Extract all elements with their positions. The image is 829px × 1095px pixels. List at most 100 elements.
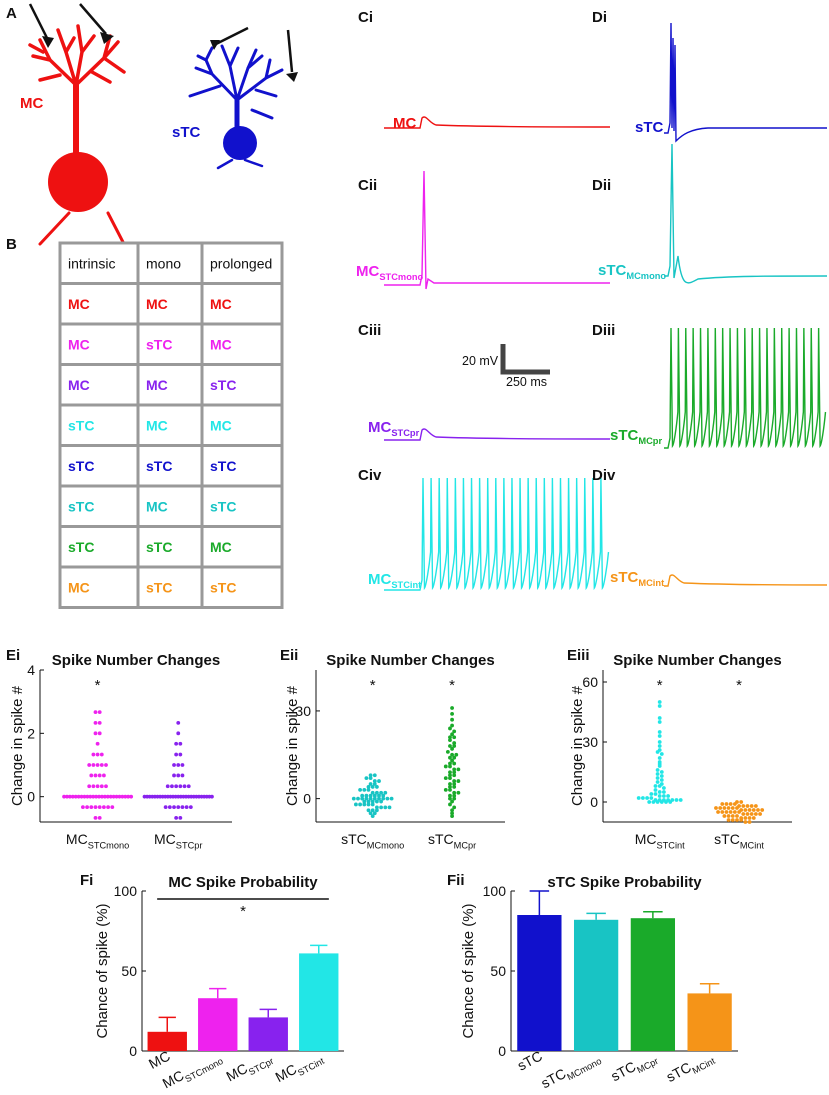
data-point-mc-stcint — [657, 764, 662, 768]
data-point-stc-mcmono — [362, 802, 367, 807]
data-point-mc-stcint — [657, 700, 662, 704]
data-point-mc-stcint — [653, 788, 658, 792]
data-point-stc-mcpr — [450, 811, 454, 816]
data-point-mc-stcint — [657, 740, 662, 744]
data-point-stc-mcmono — [368, 796, 373, 801]
stc-axon — [216, 158, 264, 170]
data-point-mc-stcmono — [99, 752, 104, 757]
data-point-stc-mcpr — [448, 770, 452, 775]
mc-synapse-left — [28, 3, 54, 48]
scale-bar-lines — [500, 344, 550, 375]
trace-panel-dii: Dii sTCMCmono — [592, 143, 828, 284]
panel-letter-ciii: Ciii — [358, 322, 381, 339]
panel-letter-cii: Cii — [358, 177, 377, 194]
table-cell: sTC — [146, 458, 172, 474]
data-point-mc-stcmono — [102, 805, 106, 810]
data-point-stc-mcmono — [360, 796, 365, 801]
chart-fii: Fii sTC Spike Probability 0 50 100 Chance of … — [447, 872, 738, 1091]
data-point-mc-stcmono — [93, 731, 98, 736]
data-point-stc-mcint — [726, 806, 731, 810]
table-cell: MC — [210, 336, 232, 352]
data-point-stc-mcmono — [377, 793, 381, 798]
data-point-mc-stcmono — [97, 773, 102, 778]
table-cell: MC — [210, 539, 232, 555]
data-point-stc-mcint — [741, 804, 746, 808]
x-tick-label-eii-0-main: sTC — [341, 831, 367, 847]
data-point-stc-mcint — [732, 810, 737, 814]
mc-label: MC — [20, 95, 43, 112]
data-point-stc-mcmono — [351, 796, 356, 801]
x-tick-label-eiii-1-main: sTC — [714, 831, 740, 847]
data-point-stc-mcint — [758, 812, 762, 816]
data-point-mc-stcmono — [100, 794, 104, 799]
stc-soma — [223, 126, 257, 160]
data-point-mc-stcpr — [210, 794, 214, 799]
data-point-stc-mcmono — [366, 802, 371, 807]
data-point-stc-mcmono — [383, 790, 388, 795]
data-point-mc-stcpr — [174, 752, 179, 757]
data-point-stc-mcpr — [452, 767, 457, 772]
data-point-mc-stcpr — [174, 784, 179, 789]
trace-label-ciii-main: MC — [368, 419, 391, 436]
data-point-stc-mcmono — [360, 793, 365, 798]
bar-fii-0 — [517, 915, 562, 1051]
data-point-mc-stcpr — [178, 784, 183, 789]
table-cell: MC — [68, 377, 90, 393]
table-cell: sTC — [210, 579, 236, 595]
data-point-mc-stcmono — [91, 784, 96, 789]
data-point-mc-stcpr — [172, 773, 176, 778]
data-point-stc-mcpr — [448, 802, 452, 807]
data-point-stc-mcint — [735, 806, 739, 810]
data-point-stc-mcmono — [379, 805, 383, 810]
data-point-stc-mcint — [751, 808, 756, 812]
data-point-stc-mcmono — [372, 796, 377, 801]
data-point-mc-stcmono — [70, 794, 75, 799]
significance-mark-ei: * — [95, 677, 101, 694]
data-point-mc-stcint — [655, 800, 660, 804]
data-point-stc-mcint — [739, 818, 744, 822]
voltage-traces: CiMCCiiMCSTCmonoCiiiMCSTCprCivMCSTCintDi… — [356, 9, 828, 591]
data-point-stc-mcmono — [372, 773, 377, 778]
data-point-mc-stcint — [655, 768, 660, 772]
data-point-mc-stcmono — [88, 794, 93, 799]
trace-cii — [384, 170, 610, 290]
data-point-mc-stcmono — [93, 710, 98, 715]
data-point-stc-mcpr — [450, 706, 454, 710]
data-point-stc-mcint — [756, 808, 760, 812]
bar-fii-3 — [687, 993, 732, 1051]
data-point-mc-stcint — [659, 770, 664, 774]
data-point-stc-mcpr — [448, 782, 452, 786]
data-point-mc-stcpr — [186, 784, 191, 789]
data-point-stc-mcmono — [372, 811, 377, 816]
y-tick-label-fi: 0 — [129, 1043, 137, 1059]
panel-letter-ci: Ci — [358, 9, 373, 26]
data-point-stc-mcint — [760, 808, 765, 812]
mc-axon — [38, 211, 126, 246]
data-point-stc-mcint — [722, 806, 727, 810]
data-point-stc-mcint — [743, 816, 748, 820]
data-point-mc-stcmono — [89, 805, 94, 810]
data-point-stc-mcpr — [443, 776, 448, 781]
data-point-stc-mcmono — [375, 808, 379, 813]
data-point-stc-mcint — [720, 810, 725, 814]
data-point-stc-mcmono — [364, 793, 369, 798]
data-point-stc-mcmono — [375, 785, 379, 789]
x-tick-label-eii-1-sub: MCpr — [454, 840, 477, 850]
x-tick-label-fii-1-main: sTC — [538, 1065, 568, 1091]
table-cell: sTC — [210, 498, 236, 514]
data-point-stc-mcmono — [377, 796, 381, 801]
data-point-stc-mcmono — [354, 802, 358, 807]
data-point-stc-mcint — [747, 820, 752, 824]
bar-fi-0 — [147, 1031, 187, 1051]
data-point-mc-stcmono — [93, 720, 98, 725]
data-point-stc-mcpr — [448, 738, 452, 743]
data-point-stc-mcmono — [370, 790, 375, 795]
panel-a: A MC sTC — [6, 3, 298, 246]
x-tick-label-ei-0-sub: STCmono — [88, 840, 130, 850]
table-cell: MC — [146, 417, 168, 433]
x-tick-label-eiii-0: MCSTCint — [635, 831, 685, 850]
data-point-stc-mcpr — [448, 735, 452, 740]
data-point-stc-mcmono — [387, 805, 392, 810]
